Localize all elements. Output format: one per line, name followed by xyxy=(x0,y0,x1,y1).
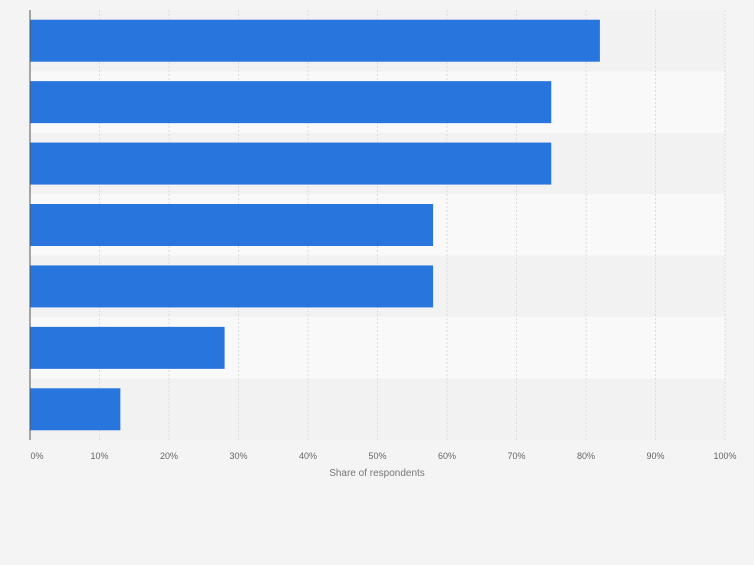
bars xyxy=(30,19,600,431)
bar[interactable] xyxy=(30,388,121,431)
x-tick-label: 80% xyxy=(577,451,595,461)
bar[interactable] xyxy=(30,204,434,246)
x-tick-labels: 0% 10% 20% 30% 40% 50% 60% 70% 80% 90% 100% xyxy=(30,451,736,461)
row-band xyxy=(30,378,725,440)
x-tick-label: 40% xyxy=(299,451,317,461)
bar[interactable] xyxy=(30,19,600,62)
x-tick-label: 70% xyxy=(507,451,525,461)
x-tick-label: 50% xyxy=(368,451,386,461)
x-tick-label: 60% xyxy=(438,451,456,461)
x-tick-label: 10% xyxy=(90,451,108,461)
x-axis-label: Share of respondents xyxy=(329,468,425,479)
x-tick-label: 0% xyxy=(30,451,43,461)
bar[interactable] xyxy=(30,265,434,308)
x-tick-label: 30% xyxy=(229,451,247,461)
bar[interactable] xyxy=(30,81,552,124)
x-tick-label: 90% xyxy=(646,451,664,461)
x-tick-label: 100% xyxy=(713,451,736,461)
bar[interactable] xyxy=(30,142,552,185)
x-tick-label: 20% xyxy=(160,451,178,461)
bar[interactable] xyxy=(30,326,225,369)
